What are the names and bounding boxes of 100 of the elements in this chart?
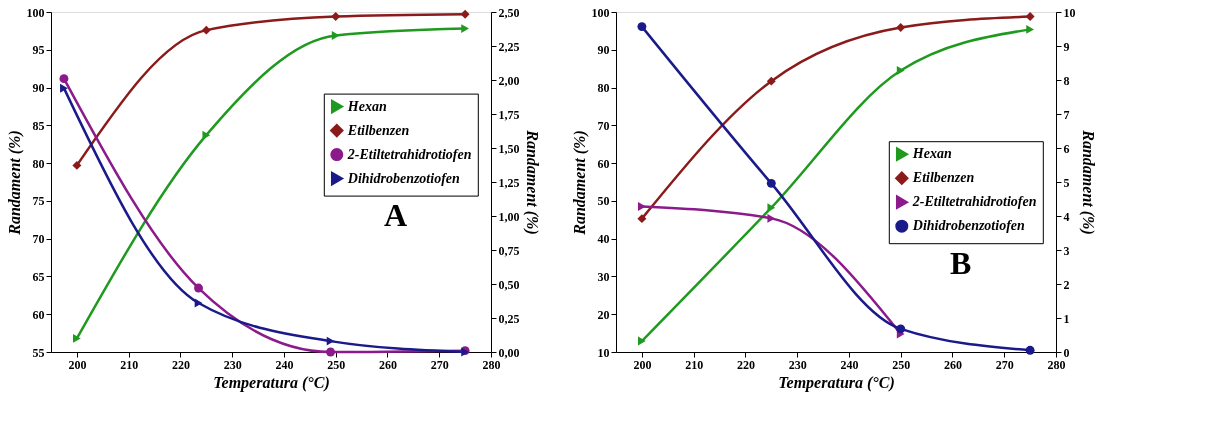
point	[194, 283, 203, 293]
point	[59, 74, 69, 84]
x-tick-label: 230	[788, 357, 807, 372]
point	[72, 160, 82, 170]
legend-label: 2-Etiltetrahidrotiofen	[346, 146, 472, 162]
x-tick-label: 280	[482, 357, 501, 372]
y-tick-label: 90	[32, 81, 45, 96]
x-tick-label: 200	[68, 357, 87, 372]
legend-label: Etilbenzen	[346, 122, 410, 138]
y2-tick-label: 8	[1063, 73, 1070, 88]
x-tick-label: 250	[892, 357, 911, 372]
y-axis-title: Randament (%)	[570, 130, 589, 236]
y-tick-label: 60	[597, 156, 610, 171]
y-tick-label: 20	[597, 307, 610, 322]
legend-label: 2-Etiltetrahidrotiofen	[911, 194, 1037, 210]
y2-tick-label: 1	[1063, 311, 1070, 326]
point	[767, 203, 776, 213]
y2-tick-label: 0,25	[498, 311, 520, 326]
annotation: B	[949, 244, 972, 281]
x-axis-title: Temperatura (°C)	[778, 373, 895, 392]
y-tick-label: 80	[597, 81, 610, 96]
point	[201, 25, 211, 35]
x-tick-label: 210	[120, 357, 139, 372]
point	[1026, 24, 1034, 34]
y2-axis-title: Randament (%)	[522, 129, 541, 235]
y2-tick-label: 2,50	[498, 5, 520, 20]
y2-tick-label: 1,50	[498, 141, 520, 156]
point	[766, 76, 776, 86]
x-tick-label: 270	[995, 357, 1014, 372]
y-tick-label: 60	[32, 307, 45, 322]
point	[331, 12, 341, 22]
x-tick-label: 210	[685, 357, 704, 372]
point	[1025, 12, 1035, 22]
y2-tick-label: 9	[1063, 39, 1070, 54]
x-tick-label: 220	[171, 357, 190, 372]
y2-tick-label: 0,00	[498, 345, 520, 360]
legend-label: Etilbenzen	[911, 170, 975, 186]
y2-tick-label: 1,75	[498, 107, 520, 122]
y2-tick-label: 2,00	[498, 73, 520, 88]
y-tick-label: 65	[32, 269, 45, 284]
point	[202, 130, 211, 140]
point	[326, 336, 335, 346]
point	[767, 213, 776, 223]
x-tick-label: 220	[736, 357, 755, 372]
y2-tick-label: 0	[1063, 345, 1070, 360]
y-tick-label: 70	[32, 232, 45, 247]
point	[896, 23, 906, 32]
y2-tick-label: 5	[1063, 175, 1070, 190]
y-tick-label: 10	[597, 345, 610, 360]
point	[326, 347, 335, 357]
y-tick-label: 40	[597, 232, 610, 247]
x-tick-label: 250	[327, 357, 346, 372]
point	[460, 9, 470, 19]
y2-tick-label: 0,50	[498, 277, 520, 292]
x-tick-label: 200	[633, 357, 652, 372]
y-tick-label: 100	[26, 5, 45, 20]
point	[637, 22, 647, 32]
y-tick-label: 95	[32, 43, 45, 58]
point	[637, 214, 647, 224]
legend-label: Hexan	[911, 146, 952, 162]
y-tick-label: 75	[32, 194, 45, 209]
y-tick-label: 70	[597, 118, 610, 133]
y-axis-title: Randament (%)	[5, 130, 24, 236]
x-tick-label: 280	[1047, 357, 1066, 372]
y2-tick-label: 6	[1063, 141, 1070, 156]
x-tick-label: 270	[430, 357, 449, 372]
y-tick-label: 80	[32, 156, 45, 171]
y2-tick-label: 7	[1063, 107, 1070, 122]
point	[896, 66, 905, 76]
y2-tick-label: 1,00	[498, 209, 520, 224]
legend-label: Dihidrobenzotiofen	[346, 170, 461, 186]
point	[766, 178, 776, 188]
annotation: A	[384, 197, 408, 233]
y2-tick-label: 1,25	[498, 175, 520, 190]
y-tick-label: 85	[32, 118, 45, 133]
y2-axis-title: Randament (%)	[1078, 129, 1097, 235]
y2-tick-label: 10	[1063, 5, 1076, 20]
x-tick-label: 260	[378, 357, 397, 372]
y2-tick-label: 3	[1063, 243, 1070, 258]
y2-tick-label: 2	[1063, 277, 1070, 292]
point	[461, 24, 469, 34]
point	[1025, 345, 1035, 355]
point	[331, 30, 340, 40]
x-tick-label: 240	[275, 357, 294, 372]
x-tick-label: 260	[943, 357, 962, 372]
point	[638, 202, 646, 211]
point	[896, 324, 906, 334]
point	[73, 333, 81, 343]
legend-label: Dihidrobenzotiofen	[911, 218, 1026, 234]
y-tick-label: 55	[32, 345, 45, 360]
y2-tick-label: 4	[1063, 209, 1070, 224]
y-tick-label: 100	[591, 5, 610, 20]
x-axis-title: Temperatura (°C)	[213, 373, 330, 392]
y2-tick-label: 0,75	[498, 243, 520, 258]
y-tick-label: 30	[597, 269, 610, 284]
y2-tick-label: 2,25	[498, 39, 520, 54]
point	[638, 336, 646, 346]
y-tick-label: 90	[597, 43, 610, 58]
x-tick-label: 240	[840, 357, 859, 372]
point	[60, 83, 68, 93]
